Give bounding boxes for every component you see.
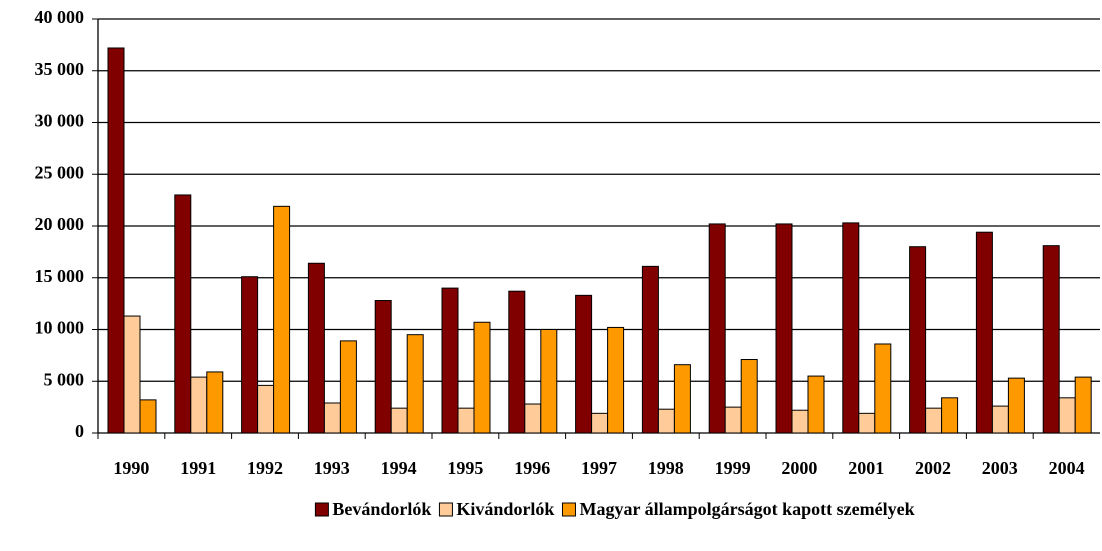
- bar: [724, 406, 742, 434]
- y-tick-label: 40 000: [35, 7, 85, 27]
- bar: [657, 408, 675, 434]
- bar: [540, 329, 558, 434]
- bar: [975, 231, 993, 434]
- bar: [991, 405, 1009, 434]
- y-tick-label: 30 000: [35, 111, 85, 131]
- bar: [1058, 397, 1076, 434]
- y-tick-label: 10 000: [35, 318, 85, 338]
- bar: [591, 412, 609, 434]
- bar: [842, 222, 860, 434]
- bar: [374, 300, 392, 434]
- bar: [390, 407, 408, 434]
- bar: [874, 343, 892, 434]
- legend-swatch: [561, 502, 576, 517]
- x-tick-label: 2003: [982, 458, 1018, 478]
- y-tick-label: 35 000: [35, 59, 85, 79]
- bar: [925, 407, 943, 434]
- bar: [1042, 245, 1060, 434]
- x-tick-label: 2002: [915, 458, 951, 478]
- bar: [524, 403, 542, 434]
- y-tick-label: 20 000: [35, 214, 85, 234]
- bar: [123, 315, 141, 434]
- x-tick-label: 1992: [247, 458, 283, 478]
- bar: [473, 321, 491, 434]
- bar: [791, 409, 809, 434]
- bar: [909, 246, 927, 434]
- x-tick-label: 1996: [514, 458, 550, 478]
- x-tick-label: 2001: [848, 458, 884, 478]
- bar: [323, 402, 341, 434]
- legend-label: Magyar állampolgárságot kapott személyek: [579, 499, 914, 519]
- y-tick-label: 15 000: [35, 266, 85, 286]
- bar: [441, 287, 459, 434]
- x-tick-label: 1998: [648, 458, 684, 478]
- bar: [206, 371, 224, 434]
- bar: [641, 265, 659, 434]
- bar: [307, 262, 325, 434]
- legend-swatch: [314, 502, 329, 517]
- bar: [107, 47, 125, 434]
- bar: [139, 399, 157, 434]
- bar: [273, 205, 291, 434]
- bar: [708, 223, 726, 434]
- x-tick-label: 1990: [113, 458, 149, 478]
- bar: [339, 340, 357, 434]
- bar: [740, 359, 758, 434]
- bar: [775, 223, 793, 434]
- x-tick-label: 1997: [581, 458, 617, 478]
- bar: [190, 376, 208, 434]
- y-tick-label: 0: [75, 421, 84, 441]
- bar: [941, 397, 959, 434]
- x-tick-label: 1994: [381, 458, 417, 478]
- bar: [174, 194, 192, 434]
- x-tick-label: 1993: [314, 458, 350, 478]
- x-tick-label: 1991: [180, 458, 216, 478]
- y-tick-label: 5 000: [44, 369, 85, 389]
- x-tick-label: 2000: [781, 458, 817, 478]
- legend-swatch: [438, 502, 453, 517]
- bar: [607, 326, 625, 434]
- bar: [457, 407, 475, 434]
- bar: [257, 384, 275, 434]
- legend-label: Kivándorlók: [456, 499, 554, 519]
- bar: [807, 375, 825, 434]
- bar: [858, 412, 876, 434]
- bar: [508, 290, 526, 434]
- x-tick-label: 1995: [447, 458, 483, 478]
- bar: [1007, 377, 1025, 434]
- legend-label: Bevándorlók: [332, 499, 431, 519]
- bar: [1074, 376, 1092, 434]
- y-tick-label: 25 000: [35, 162, 85, 182]
- bar: [241, 276, 259, 434]
- bar: [406, 334, 424, 434]
- bar: [673, 364, 691, 434]
- x-tick-label: 2004: [1049, 458, 1085, 478]
- x-tick-label: 1999: [715, 458, 751, 478]
- bar: [575, 294, 593, 434]
